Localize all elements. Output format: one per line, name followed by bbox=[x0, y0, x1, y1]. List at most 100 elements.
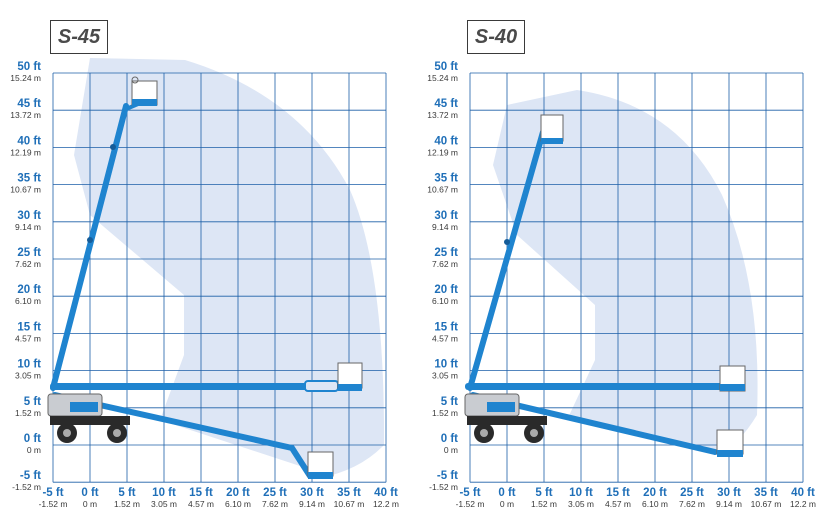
x-tick-m: 0 m bbox=[83, 499, 97, 509]
y-tick-m: 1.52 m bbox=[432, 408, 458, 418]
x-tick-m: -1.52 m bbox=[456, 499, 485, 509]
y-tick-ft: 10 ft bbox=[434, 359, 458, 371]
y-tick-ft: 0 ft bbox=[24, 433, 41, 445]
y-tick-m: 12.19 m bbox=[10, 147, 41, 157]
y-tick-ft: 15 ft bbox=[17, 321, 41, 333]
platform-low bbox=[307, 451, 334, 479]
y-tick-ft: 40 ft bbox=[434, 135, 458, 147]
x-tick-ft: 5 ft bbox=[535, 487, 552, 499]
y-tick-ft: 25 ft bbox=[434, 247, 458, 259]
x-tick-m: 9.14 m bbox=[716, 499, 742, 509]
x-tick-m: -1.52 m bbox=[39, 499, 68, 509]
x-tick-m: 7.62 m bbox=[262, 499, 288, 509]
y-tick-m: 3.05 m bbox=[432, 371, 458, 381]
platform-right bbox=[719, 365, 746, 392]
y-tick-m: 7.62 m bbox=[15, 259, 41, 269]
x-tick-m: 10.67 m bbox=[751, 499, 782, 509]
y-tick-m: 4.57 m bbox=[15, 333, 41, 343]
x-tick-m: 6.10 m bbox=[225, 499, 251, 509]
x-tick-m: 0 m bbox=[500, 499, 514, 509]
y-tick-ft: 50 ft bbox=[434, 61, 458, 73]
boom-down bbox=[52, 392, 313, 479]
y-tick-ft: 35 ft bbox=[17, 173, 41, 185]
y-tick-m: 0 m bbox=[27, 445, 41, 455]
y-tick-ft: 10 ft bbox=[17, 359, 41, 371]
y-tick-m: 0 m bbox=[444, 445, 458, 455]
panel-title: S-40 bbox=[467, 20, 525, 54]
x-tick-ft: 30 ft bbox=[300, 487, 324, 499]
y-tick-ft: -5 ft bbox=[20, 470, 41, 482]
y-tick-m: 12.19 m bbox=[427, 147, 458, 157]
x-tick-m: 10.67 m bbox=[334, 499, 365, 509]
x-tick-ft: 30 ft bbox=[717, 487, 741, 499]
y-tick-ft: 45 ft bbox=[17, 98, 41, 110]
y-tick-m: 4.57 m bbox=[432, 333, 458, 343]
x-tick-m: 1.52 m bbox=[531, 499, 557, 509]
x-tick-ft: 35 ft bbox=[337, 487, 361, 499]
y-tick-m: 13.72 m bbox=[10, 110, 41, 120]
reach-envelope bbox=[493, 90, 758, 455]
boom-horizontal bbox=[50, 383, 350, 390]
x-tick-ft: -5 ft bbox=[459, 487, 480, 499]
x-tick-m: 4.57 m bbox=[605, 499, 631, 509]
x-tick-m: 12.2 m bbox=[790, 499, 816, 509]
y-tick-m: 15.24 m bbox=[427, 73, 458, 83]
y-tick-ft: 25 ft bbox=[17, 247, 41, 259]
y-tick-ft: 35 ft bbox=[434, 173, 458, 185]
chassis bbox=[464, 393, 547, 443]
y-tick-m: 6.10 m bbox=[15, 296, 41, 306]
y-tick-m: 10.67 m bbox=[427, 185, 458, 195]
chassis bbox=[47, 393, 130, 443]
platform-right bbox=[337, 362, 363, 391]
y-tick-m: 10.67 m bbox=[10, 185, 41, 195]
x-tick-ft: 20 ft bbox=[226, 487, 250, 499]
y-tick-m: -1.52 m bbox=[429, 482, 458, 492]
panel-title: S-45 bbox=[50, 20, 108, 54]
x-tick-ft: 20 ft bbox=[643, 487, 667, 499]
lift-machine bbox=[464, 114, 746, 457]
y-tick-m: 3.05 m bbox=[15, 371, 41, 381]
y-tick-ft: 5 ft bbox=[441, 396, 458, 408]
x-tick-ft: 10 ft bbox=[152, 487, 176, 499]
x-tick-ft: 25 ft bbox=[263, 487, 287, 499]
y-tick-m: 6.10 m bbox=[432, 296, 458, 306]
x-tick-m: 12.2 m bbox=[373, 499, 399, 509]
y-tick-ft: 45 ft bbox=[434, 98, 458, 110]
x-tick-ft: -5 ft bbox=[42, 487, 63, 499]
y-tick-m: 13.72 m bbox=[427, 110, 458, 120]
y-tick-m: 1.52 m bbox=[15, 408, 41, 418]
y-tick-m: 9.14 m bbox=[15, 222, 41, 232]
y-tick-ft: 0 ft bbox=[441, 433, 458, 445]
x-tick-ft: 25 ft bbox=[680, 487, 704, 499]
y-tick-ft: 20 ft bbox=[17, 284, 41, 296]
y-tick-m: 7.62 m bbox=[432, 259, 458, 269]
boom-horizontal bbox=[465, 383, 723, 390]
x-tick-m: 7.62 m bbox=[679, 499, 705, 509]
y-tick-ft: 5 ft bbox=[24, 396, 41, 408]
x-tick-ft: 5 ft bbox=[118, 487, 135, 499]
y-tick-ft: 20 ft bbox=[434, 284, 458, 296]
y-tick-ft: 30 ft bbox=[434, 210, 458, 222]
y-tick-m: 15.24 m bbox=[10, 73, 41, 83]
boom-vertical bbox=[50, 103, 129, 391]
y-tick-ft: 30 ft bbox=[17, 210, 41, 222]
x-tick-ft: 15 ft bbox=[189, 487, 213, 499]
x-tick-m: 3.05 m bbox=[568, 499, 594, 509]
x-tick-ft: 35 ft bbox=[754, 487, 778, 499]
x-tick-m: 4.57 m bbox=[188, 499, 214, 509]
x-tick-m: 6.10 m bbox=[642, 499, 668, 509]
s45-diagram: -5 ft-1.52 m0 ft0 m5 ft1.52 m10 ft3.05 m… bbox=[10, 58, 399, 509]
x-tick-m: 9.14 m bbox=[299, 499, 325, 509]
x-tick-ft: 0 ft bbox=[498, 487, 515, 499]
x-tick-m: 3.05 m bbox=[151, 499, 177, 509]
y-tick-ft: 15 ft bbox=[434, 321, 458, 333]
boom-vertical bbox=[467, 129, 546, 391]
y-tick-ft: 40 ft bbox=[17, 135, 41, 147]
platform-top bbox=[540, 114, 564, 144]
lift-machine bbox=[47, 76, 363, 479]
platform-top bbox=[131, 76, 158, 106]
x-tick-m: 1.52 m bbox=[114, 499, 140, 509]
x-tick-ft: 40 ft bbox=[791, 487, 815, 499]
